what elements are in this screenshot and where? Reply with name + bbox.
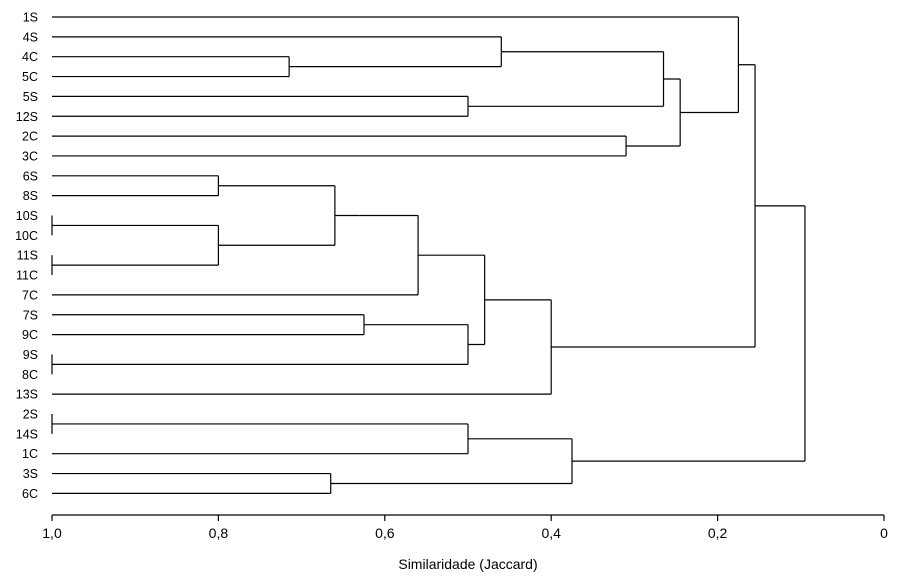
x-axis-title: Similaridade (Jaccard) — [398, 556, 537, 572]
leaf-label-6c: 6C — [22, 487, 38, 501]
leaf-label-9s: 9S — [23, 348, 38, 362]
leaf-label-2s: 2S — [23, 408, 38, 422]
leaf-label-7c: 7C — [22, 288, 38, 302]
dendrogram-links — [51, 16, 806, 494]
x-axis: 1,0 0,8 0,6 0,4 0,2 0 — [42, 514, 888, 541]
x-tick-label-2: 0,6 — [375, 525, 395, 541]
leaf-label-5c: 5C — [22, 70, 38, 84]
leaf-label-13s: 13S — [16, 388, 38, 402]
leaf-label-3c: 3C — [22, 149, 38, 163]
leaf-label-2c: 2C — [22, 130, 38, 144]
x-tick-label-3: 0,4 — [541, 525, 561, 541]
x-tick-label-1: 0,8 — [209, 525, 229, 541]
leaf-label-6s: 6S — [23, 169, 38, 183]
leaf-label-3s: 3S — [23, 467, 38, 481]
leaf-label-11c: 11C — [16, 269, 38, 283]
leaf-label-10c: 10C — [15, 229, 38, 243]
leaf-labels: 1S 4S 4C 5C 5S 12S 2C 3C 6S 8S 10S 10C 11S 11C 7C 7S 9C 9… — [15, 11, 38, 501]
x-tick-label-5: 0 — [880, 525, 888, 541]
leaf-label-9c: 9C — [22, 328, 38, 342]
leaf-label-12s: 12S — [16, 110, 38, 124]
x-tick-label-0: 1,0 — [42, 525, 62, 541]
leaf-label-10s: 10S — [16, 209, 38, 223]
leaf-label-1s: 1S — [23, 11, 38, 25]
x-tick-label-4: 0,2 — [708, 525, 728, 541]
leaf-label-11s: 11S — [17, 249, 38, 263]
leaf-label-1c: 1C — [22, 447, 38, 461]
leaf-label-8s: 8S — [23, 189, 38, 203]
leaf-label-8c: 8C — [22, 368, 38, 382]
x-axis-ticks: 1,0 0,8 0,6 0,4 0,2 0 — [42, 515, 888, 541]
leaf-label-4s: 4S — [23, 30, 38, 44]
leaf-label-7s: 7S — [23, 308, 38, 322]
leaf-label-5s: 5S — [23, 90, 38, 104]
leaf-label-14s: 14S — [16, 427, 38, 441]
leaf-label-4c: 4C — [22, 50, 38, 64]
